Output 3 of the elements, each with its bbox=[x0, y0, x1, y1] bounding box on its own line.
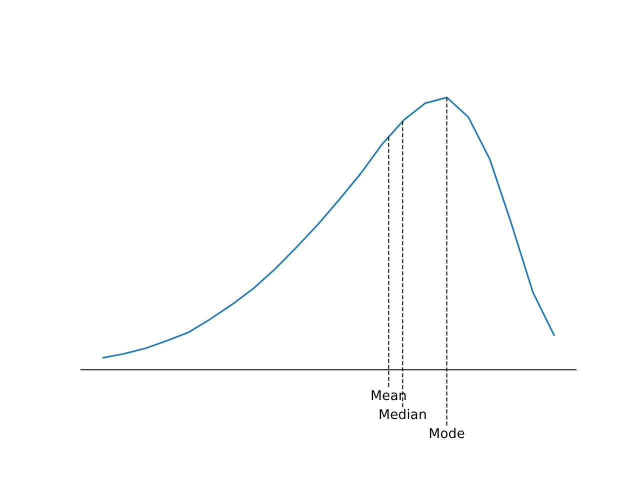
text: Mode bbox=[428, 426, 465, 442]
text: Mean bbox=[370, 388, 407, 404]
text: Median bbox=[378, 408, 427, 423]
